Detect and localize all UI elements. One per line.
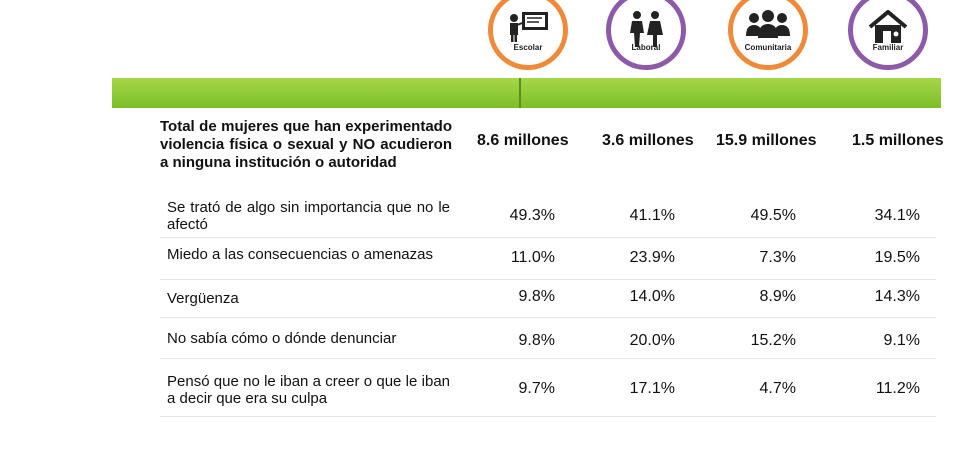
teacher-icon (510, 12, 548, 42)
row4-comunitaria: 15.2% (750, 332, 796, 349)
header-value-familiar: 1.5 millones (852, 132, 944, 149)
row-divider (160, 358, 936, 359)
row-divider (160, 317, 936, 318)
row4-laboral: 20.0% (629, 332, 675, 349)
green-bar-right (521, 78, 941, 108)
row-divider (160, 416, 936, 417)
row3-familiar: 14.3% (874, 288, 920, 305)
header-value-escolar: 8.6 millones (477, 132, 569, 149)
green-bar-left (112, 78, 519, 108)
icon-label-laboral: Laboral (631, 43, 661, 52)
row5-escolar: 9.7% (518, 380, 555, 397)
row1-familiar: 34.1% (874, 207, 920, 224)
row2-comunitaria: 7.3% (759, 249, 796, 266)
workers-icon (630, 11, 663, 47)
row1-escolar: 49.3% (509, 207, 555, 224)
row5-laboral: 17.1% (629, 380, 675, 397)
header-label: Total de mujeres que han experimentado v… (160, 118, 452, 171)
community-icon (746, 10, 790, 38)
row5-comunitaria: 4.7% (759, 380, 796, 397)
comunitaria-circle: Comunitaria (728, 0, 808, 70)
row1-laboral: 41.1% (629, 207, 675, 224)
escolar-circle: Escolar (488, 0, 568, 70)
row-label-3: Vergüenza (167, 290, 239, 307)
row5-familiar: 11.2% (875, 380, 920, 397)
header-value-comunitaria: 15.9 millones (716, 132, 817, 149)
header-value-laboral: 3.6 millones (602, 132, 694, 149)
bar-divider (519, 78, 521, 108)
row3-escolar: 9.8% (518, 288, 555, 305)
row4-familiar: 9.1% (883, 332, 920, 349)
row-label-4: No sabía cómo o dónde denunciar (167, 330, 397, 347)
familiar-circle: Familiar (848, 0, 928, 70)
row2-escolar: 11.0% (510, 249, 555, 266)
icon-label-comunitaria: Comunitaria (744, 43, 792, 52)
row-divider (160, 279, 936, 280)
house-icon (868, 10, 908, 43)
row1-comunitaria: 49.5% (750, 207, 796, 224)
row4-escolar: 9.8% (518, 332, 555, 349)
row-divider (160, 237, 936, 238)
row-label-5: Pensó que no le iban a creer o que le ib… (167, 373, 450, 407)
row-label-1: Se trató de algo sin importancia que no … (167, 199, 450, 233)
row-label-2: Miedo a las consecuencias o amenazas (167, 246, 433, 263)
icon-label-escolar: Escolar (513, 43, 543, 52)
row3-laboral: 14.0% (629, 288, 675, 305)
row2-familiar: 19.5% (874, 249, 920, 266)
row3-comunitaria: 8.9% (759, 288, 796, 305)
laboral-circle: Laboral (606, 0, 686, 70)
row2-laboral: 23.9% (629, 249, 675, 266)
icon-label-familiar: Familiar (872, 43, 904, 52)
